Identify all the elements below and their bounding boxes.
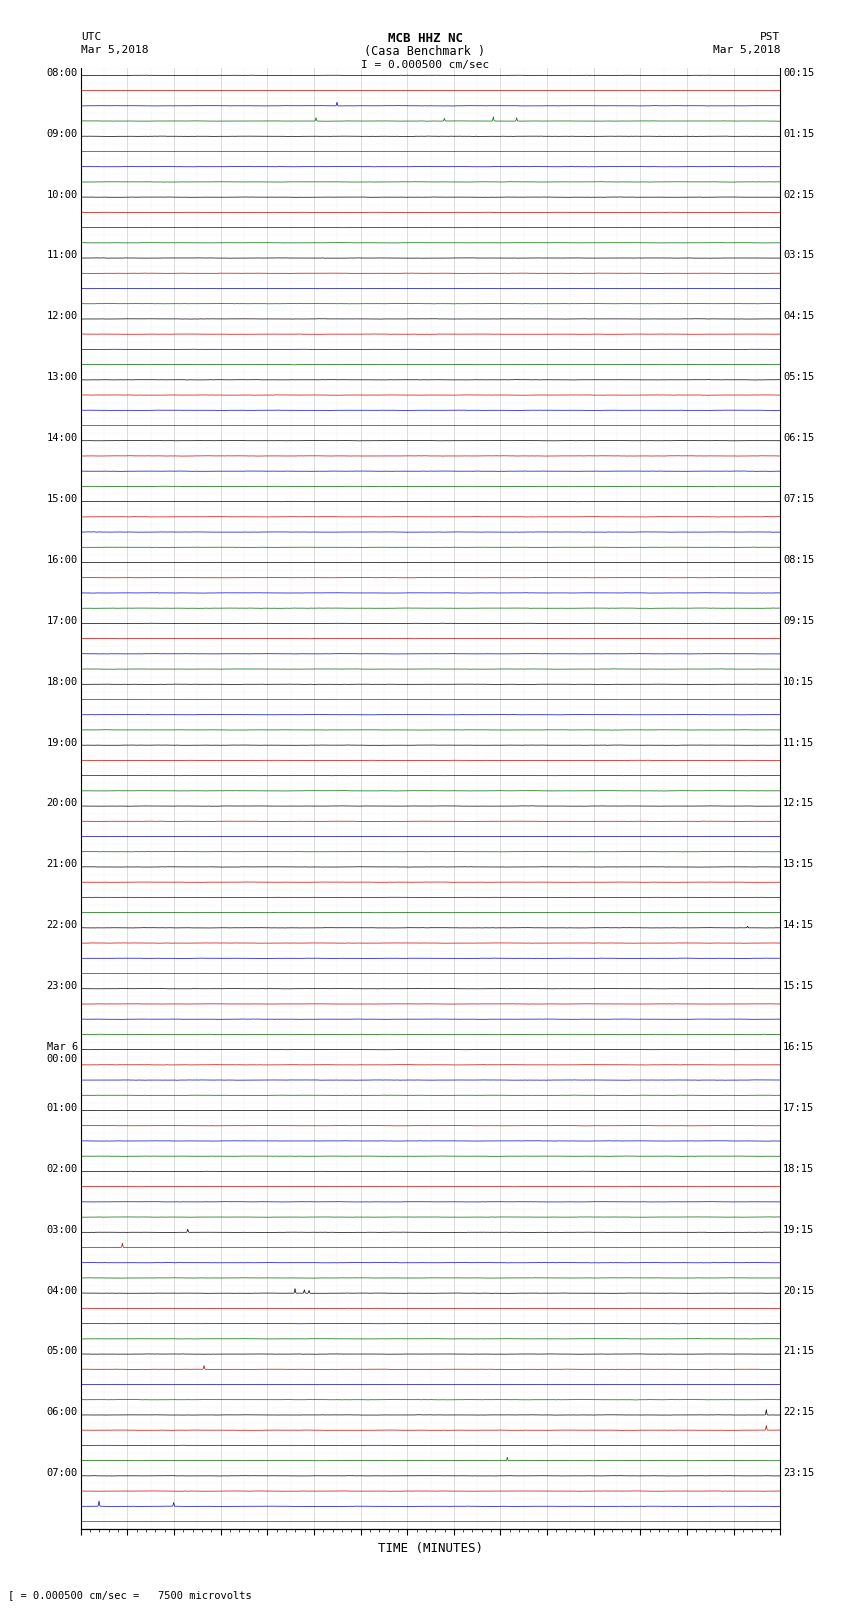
Text: (Casa Benchmark ): (Casa Benchmark ) bbox=[365, 45, 485, 58]
Text: MCB HHZ NC: MCB HHZ NC bbox=[388, 32, 462, 45]
Text: Mar 5,2018: Mar 5,2018 bbox=[713, 45, 780, 55]
X-axis label: TIME (MINUTES): TIME (MINUTES) bbox=[378, 1542, 483, 1555]
Text: UTC: UTC bbox=[81, 32, 101, 42]
Text: PST: PST bbox=[760, 32, 780, 42]
Text: I = 0.000500 cm/sec: I = 0.000500 cm/sec bbox=[361, 60, 489, 69]
Text: [ = 0.000500 cm/sec =   7500 microvolts: [ = 0.000500 cm/sec = 7500 microvolts bbox=[8, 1590, 252, 1600]
Text: Mar 5,2018: Mar 5,2018 bbox=[81, 45, 148, 55]
